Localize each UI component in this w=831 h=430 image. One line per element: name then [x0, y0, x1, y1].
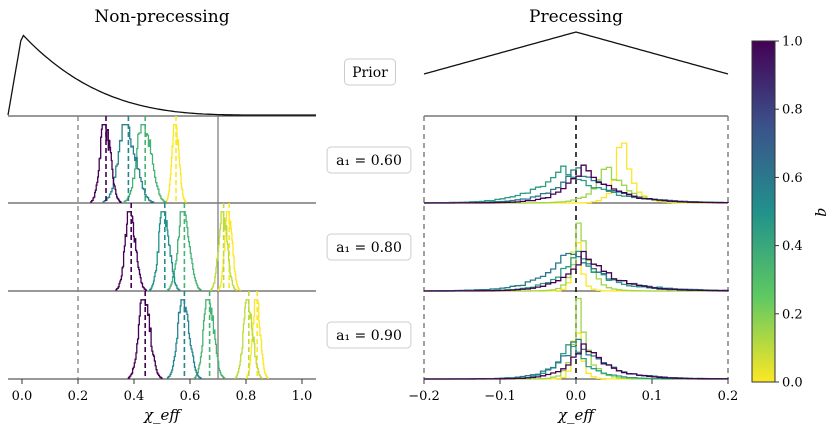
xtick-label-right-2: 0.0 — [566, 389, 587, 404]
panel-title-left: Non-precessing — [94, 7, 229, 27]
xtick-label-right-1: −0.1 — [484, 389, 516, 404]
xtick-label-left-4: 0.8 — [236, 389, 257, 404]
prior-curve-left — [7, 34, 316, 116]
prior-label: Prior — [352, 65, 388, 81]
xtick-label-left-5: 1.0 — [292, 389, 313, 404]
colorbar-tick-label-5: 1.0 — [782, 35, 803, 50]
row-label-1: a₁ = 0.80 — [336, 240, 402, 256]
colorbar-tick-label-2: 0.4 — [782, 239, 803, 254]
panel-title-right: Precessing — [529, 7, 623, 27]
xtick-label-left-1: 0.2 — [68, 389, 89, 404]
colorbar — [751, 40, 776, 383]
histogram-left-row0-q0.35 — [123, 124, 167, 203]
x-axis-label-right: χ_eff — [557, 406, 596, 424]
histogram-left-row0-q1 — [90, 124, 122, 203]
xtick-label-left-0: 0.0 — [12, 389, 33, 404]
x-axis-label-left: χ_eff — [143, 406, 182, 424]
histogram-left-row1-q1 — [115, 211, 147, 291]
histogram-left-row1-q0 — [217, 211, 241, 291]
xtick-label-right-3: 0.1 — [642, 389, 663, 404]
xtick-label-right-0: −0.2 — [408, 389, 440, 404]
row-label-0: a₁ = 0.60 — [336, 153, 402, 169]
histogram-left-row2-q1 — [127, 299, 163, 379]
colorbar-tick-label-3: 0.6 — [782, 171, 803, 186]
colorbar-tick-label-4: 0.8 — [782, 103, 803, 118]
histogram-right-row1-q1 — [424, 250, 729, 292]
prior-label-box — [344, 58, 396, 86]
row-label-2-box — [326, 321, 412, 349]
histogram-left-row1-q0.1 — [210, 211, 237, 291]
xtick-label-left-3: 0.6 — [180, 389, 201, 404]
row-label-1-box — [326, 233, 412, 261]
row-label-2: a₁ = 0.90 — [336, 328, 402, 344]
colorbar-label: q — [814, 207, 831, 217]
prior-curve-right — [423, 31, 729, 75]
row-label-0-box — [326, 146, 412, 174]
xtick-label-left-2: 0.4 — [124, 389, 145, 404]
colorbar-tick-label-0: 0.0 — [782, 376, 803, 391]
xtick-label-right-4: 0.2 — [718, 389, 739, 404]
histogram-right-row2-q1 — [424, 343, 729, 380]
histogram-left-row0-q0.55 — [102, 124, 155, 203]
colorbar-tick-label-1: 0.2 — [782, 307, 803, 322]
histogram-right-row0-q1 — [424, 164, 729, 204]
